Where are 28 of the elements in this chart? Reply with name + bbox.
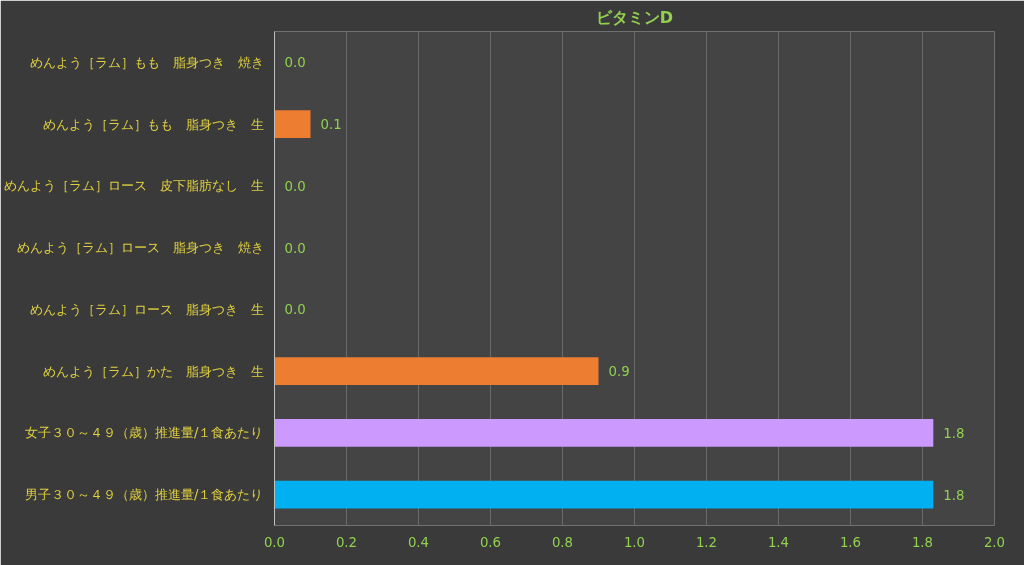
data-label: 1.8	[943, 425, 965, 441]
text: 1.0	[623, 534, 646, 550]
text: 2.0	[983, 534, 1006, 550]
y-tick-label: めんよう［ラム］もも 脂身つき 生	[42, 116, 264, 132]
text: 1.4	[767, 534, 790, 550]
data-label: 0.0	[284, 240, 306, 256]
y-tick-label: めんよう［ラム］ロース 脂身つき 生	[29, 301, 264, 317]
data-label: 1.8	[943, 487, 965, 503]
y-tick-label: めんよう［ラム］ロース 皮下脂肪なし 生	[3, 178, 264, 194]
data-label: 0.9	[608, 364, 630, 380]
y-tick-label: めんよう［ラム］もも 脂身つき 焼き	[29, 54, 264, 70]
text: 0.6	[479, 534, 502, 550]
chart-title: ビタミンD	[595, 7, 674, 27]
data-label: 0.1	[320, 117, 342, 133]
text: 0.2	[335, 534, 358, 550]
y-tick-label: 女子３０～４９（歳）推進量/１食あたり	[25, 425, 264, 441]
y-tick-label: めんよう［ラム］ロース 脂身つき 焼き	[16, 240, 264, 256]
data-label: 0.0	[284, 178, 306, 194]
data-label: 0.0	[284, 302, 306, 318]
text: 1.6	[839, 534, 862, 550]
text: 1.8	[911, 534, 934, 550]
y-tick-label: 男子３０～４９（歳）推進量/１食あたり	[25, 487, 264, 503]
text: 0.0	[263, 534, 286, 550]
text: 1.2	[695, 534, 718, 550]
text: 0.8	[551, 534, 574, 550]
y-tick-label: めんよう［ラム］かた 脂身つき 生	[42, 363, 264, 379]
text: 0.4	[407, 534, 430, 550]
data-label: 0.0	[284, 55, 306, 71]
